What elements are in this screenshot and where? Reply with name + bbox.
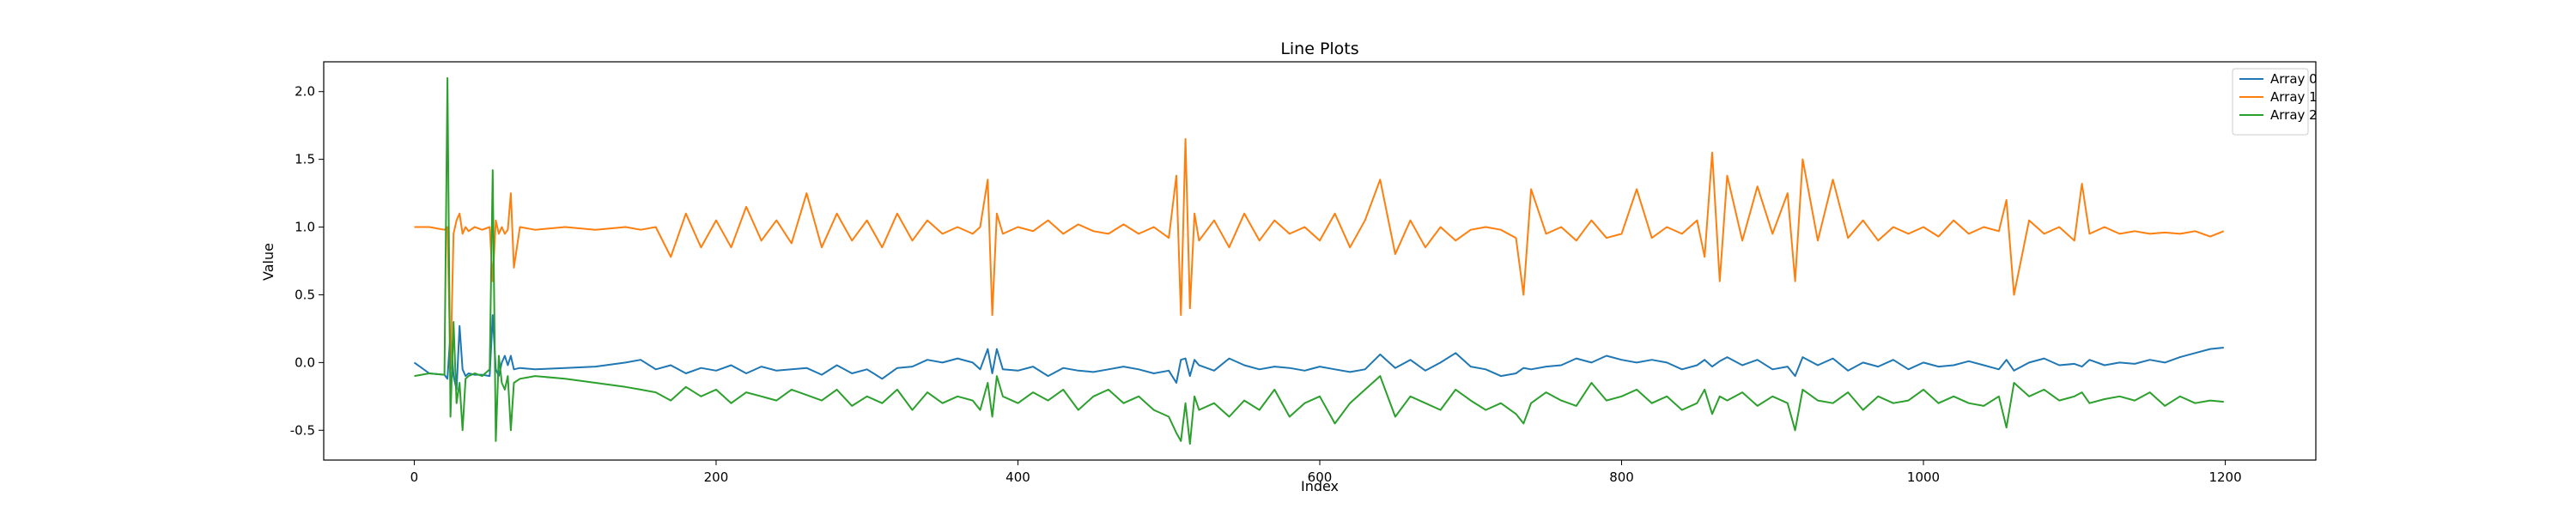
x-axis-title: Index bbox=[1301, 478, 1339, 494]
axis-ticks: 0 200 400 600 800 1000 1200 -0.5 0.0 0.5 1.0 1.5 2.0 bbox=[290, 84, 2242, 485]
legend-label: Array 0 bbox=[2270, 71, 2318, 87]
x-tick-label: 1200 bbox=[2208, 470, 2241, 485]
y-tick-label: 1.0 bbox=[295, 220, 315, 235]
x-tick-label: 400 bbox=[1005, 470, 1030, 485]
x-tick-label: 800 bbox=[1609, 470, 1634, 485]
x-tick-label: 0 bbox=[410, 470, 419, 485]
legend-box bbox=[2232, 68, 2309, 136]
series-line-array-0 bbox=[413, 314, 2224, 391]
series-line-array-2 bbox=[414, 76, 2224, 445]
axes-frame bbox=[323, 61, 2317, 461]
y-axis-title: Value bbox=[260, 243, 276, 281]
x-tick-label: 1000 bbox=[1907, 470, 1940, 485]
y-tick-label: 1.5 bbox=[295, 152, 315, 167]
plot-area bbox=[413, 76, 2225, 445]
y-tick-label: 0.5 bbox=[295, 287, 315, 302]
series-line-array-1 bbox=[414, 138, 2225, 371]
y-tick-label: -0.5 bbox=[290, 422, 315, 438]
y-tick-label: 0.0 bbox=[295, 354, 315, 370]
legend-label: Array 1 bbox=[2270, 89, 2318, 105]
chart-title: Line Plots bbox=[1280, 39, 1358, 58]
legend-label: Array 2 bbox=[2270, 107, 2318, 123]
x-tick-label: 200 bbox=[704, 470, 729, 485]
y-tick-label: 2.0 bbox=[295, 84, 315, 100]
x-tick-label: 600 bbox=[1308, 470, 1333, 485]
legend: Array 0 Array 1 Array 2 bbox=[2232, 68, 2318, 136]
